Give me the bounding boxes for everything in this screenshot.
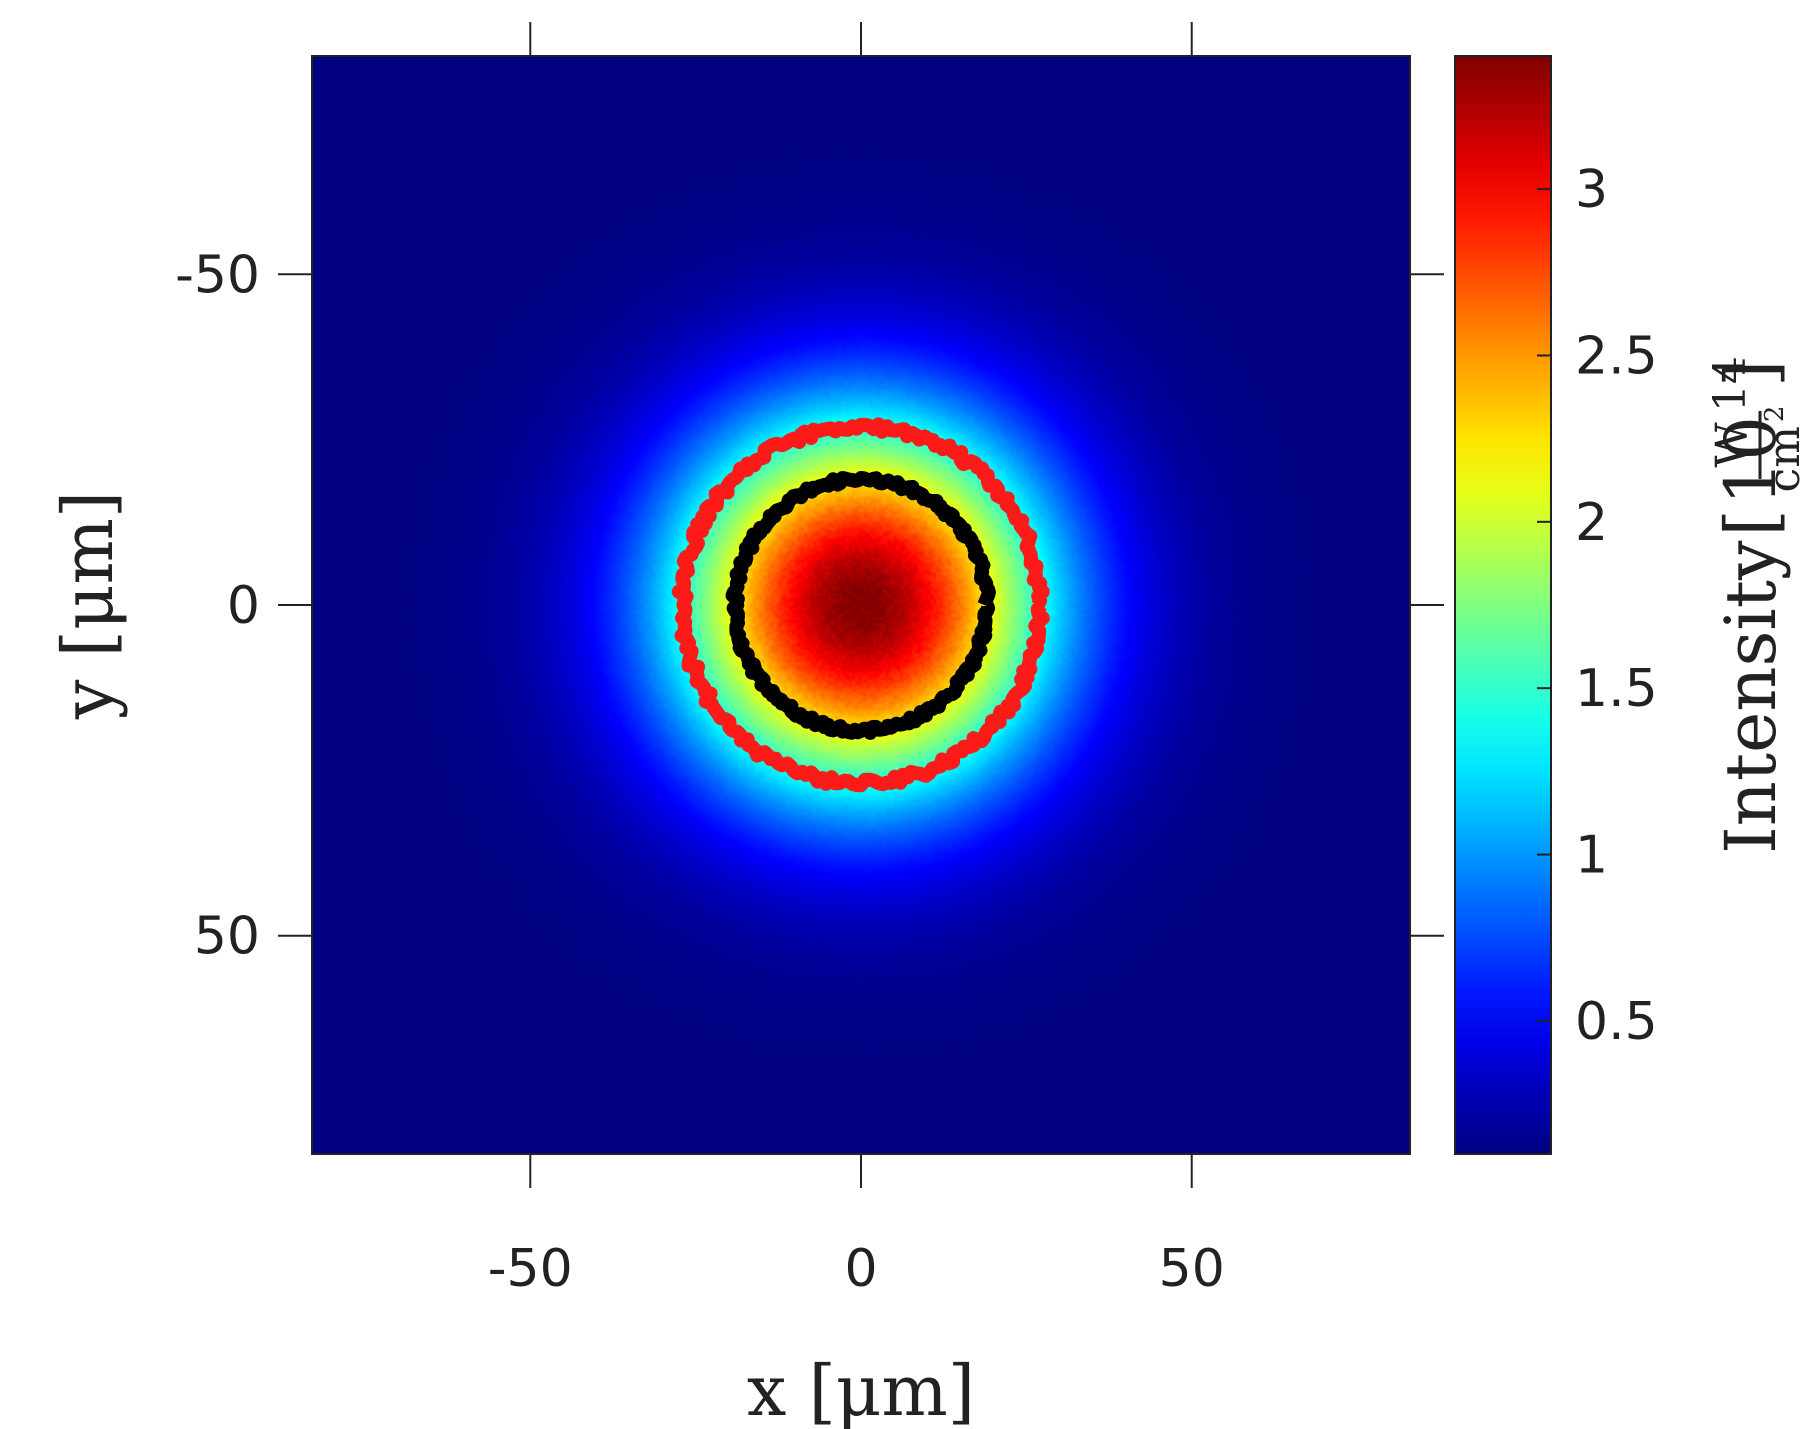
colorbar-gradient — [1455, 56, 1551, 1154]
colorbar-unit-denominator-exponent: 2 — [1760, 406, 1790, 423]
colorbar: 0.5 1 1.5 2 2.5 3 Intensity [ 10 14 W cm 2 ] — [1455, 56, 1810, 1154]
colorbar-tick-label: 2 — [1575, 493, 1608, 553]
colorbar-tick-label: 3 — [1575, 160, 1608, 220]
x-tick-label: -50 — [488, 1239, 573, 1299]
x-axis-label: x [μm] — [747, 1350, 975, 1429]
svg-text:cm 2: cm 2 — [1759, 406, 1810, 493]
colorbar-ticks: 0.5 1 1.5 2 2.5 3 — [1537, 160, 1658, 1052]
y-tick-label: 50 — [194, 907, 260, 967]
x-tick-label: 50 — [1159, 1239, 1225, 1299]
colorbar-tick-label: 1 — [1575, 826, 1608, 886]
colorbar-tick-label: 0.5 — [1575, 992, 1658, 1052]
intensity-heatmap — [312, 56, 1410, 1154]
colorbar-label: Intensity [ 10 14 W cm 2 ] — [1705, 356, 1810, 854]
y-tick-label: 0 — [227, 576, 260, 636]
heatmap-plot — [312, 56, 1410, 1154]
colorbar-unit-denominator: cm — [1759, 426, 1810, 492]
y-tick-label: -50 — [175, 245, 260, 305]
colorbar-unit-numerator: W — [1707, 422, 1758, 468]
colorbar-label-text: Intensity — [1710, 540, 1792, 854]
colorbar-unit-close-bracket: ] — [1710, 360, 1792, 387]
colorbar-unit-open-bracket: [ — [1710, 509, 1792, 536]
colorbar-tick-label: 1.5 — [1575, 659, 1658, 719]
x-tick-label: 0 — [844, 1239, 877, 1299]
y-axis-label: y [μm] — [47, 491, 129, 720]
colorbar-tick-label: 2.5 — [1575, 326, 1658, 386]
